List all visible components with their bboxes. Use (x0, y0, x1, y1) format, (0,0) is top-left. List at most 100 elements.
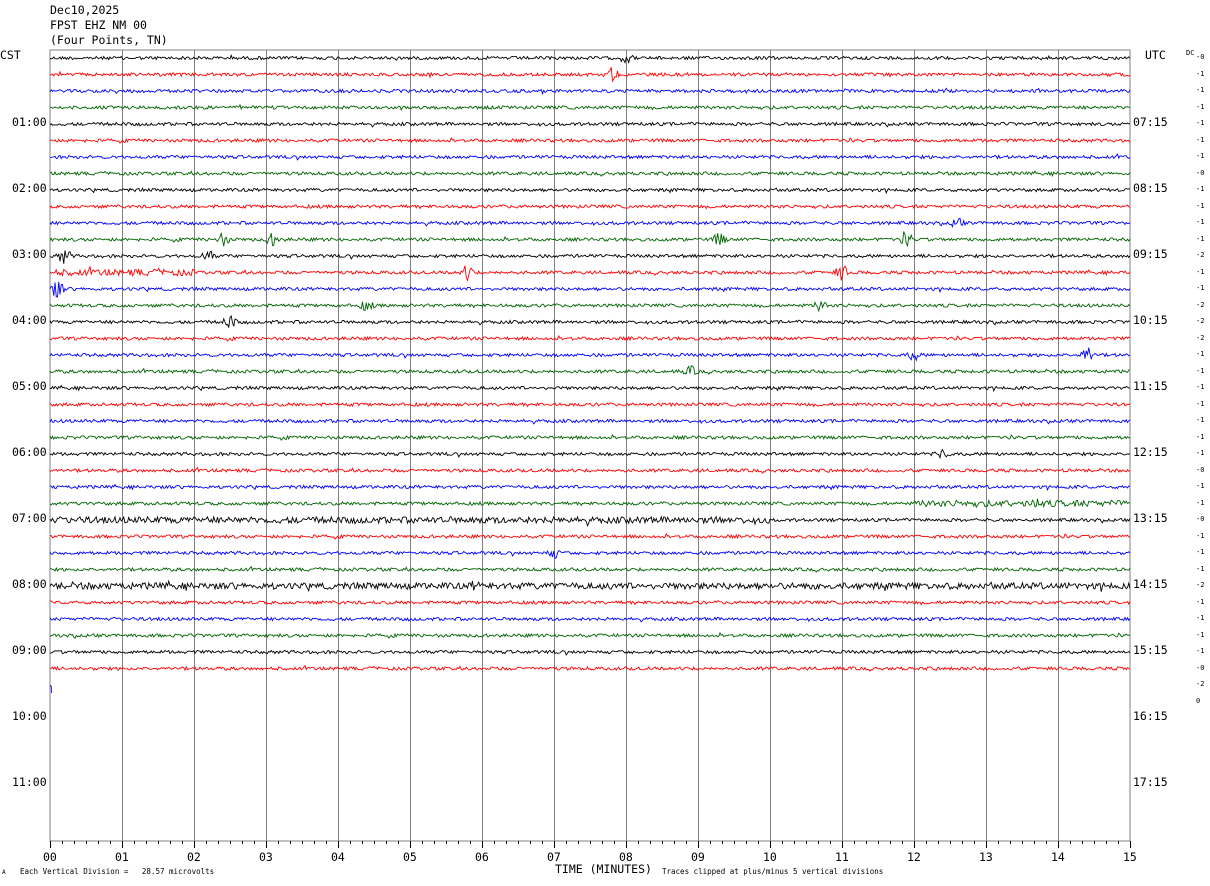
dc-offset-value: -1 (1196, 267, 1205, 276)
seismic-trace (49, 532, 1131, 540)
dc-offset-value: -2 (1196, 581, 1205, 589)
x-tick-label: 03 (259, 850, 273, 864)
date-label: Dec10,2025 (50, 3, 120, 17)
dc-header-label: DC (1186, 49, 1195, 57)
seismic-trace (49, 314, 1131, 328)
utc-hour-label: 08:15 (1133, 181, 1168, 195)
dc-offset-value: -1 (1196, 597, 1205, 606)
seismic-trace (49, 187, 1131, 195)
seismic-trace (49, 203, 1131, 210)
seismic-trace (49, 217, 1131, 228)
dc-offset-value: -1 (1196, 218, 1205, 226)
dc-offset-value: -1 (1196, 482, 1205, 490)
dc-offset-value: -0 (1196, 168, 1205, 177)
x-tick-label: 09 (691, 850, 705, 864)
seismic-trace (49, 649, 1131, 656)
dc-offset-value: -1 (1196, 531, 1205, 540)
x-tick-label: 12 (907, 850, 921, 864)
seismic-trace (49, 483, 1131, 492)
dc-offset-value: -1 (1196, 350, 1205, 358)
seismic-trace (49, 550, 1131, 560)
cst-hour-label: 06:00 (12, 445, 47, 459)
x-tick-label: 05 (403, 850, 417, 864)
cst-hour-label: 10:00 (12, 709, 47, 723)
utc-hour-label: 09:15 (1133, 247, 1168, 261)
dc-offset-value: -1 (1196, 630, 1205, 639)
seismic-trace (49, 265, 1131, 283)
seismic-trace (49, 384, 1131, 393)
x-axis-label: TIME (MINUTES) (555, 862, 652, 876)
utc-hour-label: 10:15 (1133, 313, 1168, 327)
cst-hour-label: 09:00 (12, 643, 47, 657)
seismic-trace (49, 231, 1131, 248)
dc-offset-value: -1 (1196, 498, 1205, 507)
seismic-trace (49, 334, 1131, 342)
dc-offset-value: -2 (1196, 333, 1205, 342)
x-tick-label: 07 (547, 850, 561, 864)
utc-hour-label: 15:15 (1133, 643, 1168, 657)
corner-mark: A (2, 869, 6, 876)
dc-offset-value: -1 (1196, 185, 1205, 193)
dc-offset-value: -1 (1196, 152, 1205, 160)
seismic-trace (49, 565, 1131, 573)
dc-offset-value: -1 (1196, 201, 1205, 210)
seismic-trace (49, 684, 52, 694)
station-label: FPST EHZ NM 00 (50, 18, 147, 32)
dc-offset-value: -1 (1196, 416, 1205, 424)
x-tick-label: 00 (43, 850, 57, 864)
seismic-trace (49, 170, 1131, 178)
seismic-trace (49, 433, 1131, 441)
utc-axis-label: UTC (1145, 48, 1166, 62)
dc-offset-value: -1 (1196, 86, 1205, 94)
seismic-trace (49, 54, 1131, 65)
dc-offset-value: -0 (1196, 515, 1205, 523)
seismic-trace (49, 103, 1131, 112)
seismic-trace (49, 616, 1131, 623)
dc-offset-value: -1 (1196, 69, 1205, 78)
clip-note: Traces clipped at plus/minus 5 vertical … (662, 867, 884, 876)
dc-offset-value: -2 (1196, 317, 1205, 325)
scale-note: Each Vertical Division = 28.57 microvolt… (20, 867, 215, 876)
cst-hour-label: 04:00 (12, 313, 47, 327)
dc-offset-value: -1 (1196, 564, 1205, 573)
cst-hour-label: 05:00 (12, 379, 47, 393)
seismic-trace (49, 136, 1131, 144)
dc-offset-value: -1 (1196, 449, 1205, 457)
dc-offset-value: -1 (1196, 399, 1205, 408)
seismic-trace (49, 401, 1131, 408)
seismic-trace (49, 579, 1131, 593)
seismic-trace (49, 281, 1131, 298)
dc-offset-value: -1 (1196, 548, 1205, 556)
cst-hour-label: 07:00 (12, 511, 47, 525)
dc-offset-value: -2 (1196, 251, 1205, 259)
x-tick-label: 06 (475, 850, 489, 864)
utc-hour-label: 17:15 (1133, 775, 1168, 789)
seismic-trace (49, 418, 1131, 425)
seismic-trace (49, 250, 1131, 264)
x-tick-label: 01 (115, 850, 129, 864)
seismic-trace (49, 631, 1131, 640)
dc-offset-value: -1 (1196, 647, 1205, 655)
seismic-trace (49, 301, 1131, 313)
plot-frame (49, 49, 1131, 842)
seismic-trace (49, 515, 1131, 528)
cst-hour-label: 11:00 (12, 775, 47, 789)
utc-hour-label: 14:15 (1133, 577, 1168, 591)
utc-hour-label: 12:15 (1133, 445, 1168, 459)
dc-offset-value: -1 (1196, 234, 1205, 243)
dc-offset-value: -1 (1196, 614, 1205, 622)
x-tick-label: 08 (619, 850, 633, 864)
dc-offset-value: -1 (1196, 284, 1205, 292)
x-tick-label: 04 (331, 850, 345, 864)
dc-offset-value: -2 (1196, 680, 1205, 688)
seismic-trace (49, 347, 1131, 362)
cst-axis-label: CST (0, 48, 21, 62)
x-tick-label: 02 (187, 850, 201, 864)
dc-offset-value: 0 (1196, 696, 1201, 705)
dc-offset-value: -1 (1196, 102, 1205, 111)
dc-offset-value: -1 (1196, 366, 1205, 375)
x-tick-label: 13 (979, 850, 993, 864)
seismic-trace (49, 448, 1131, 460)
seismic-trace (49, 466, 1131, 474)
